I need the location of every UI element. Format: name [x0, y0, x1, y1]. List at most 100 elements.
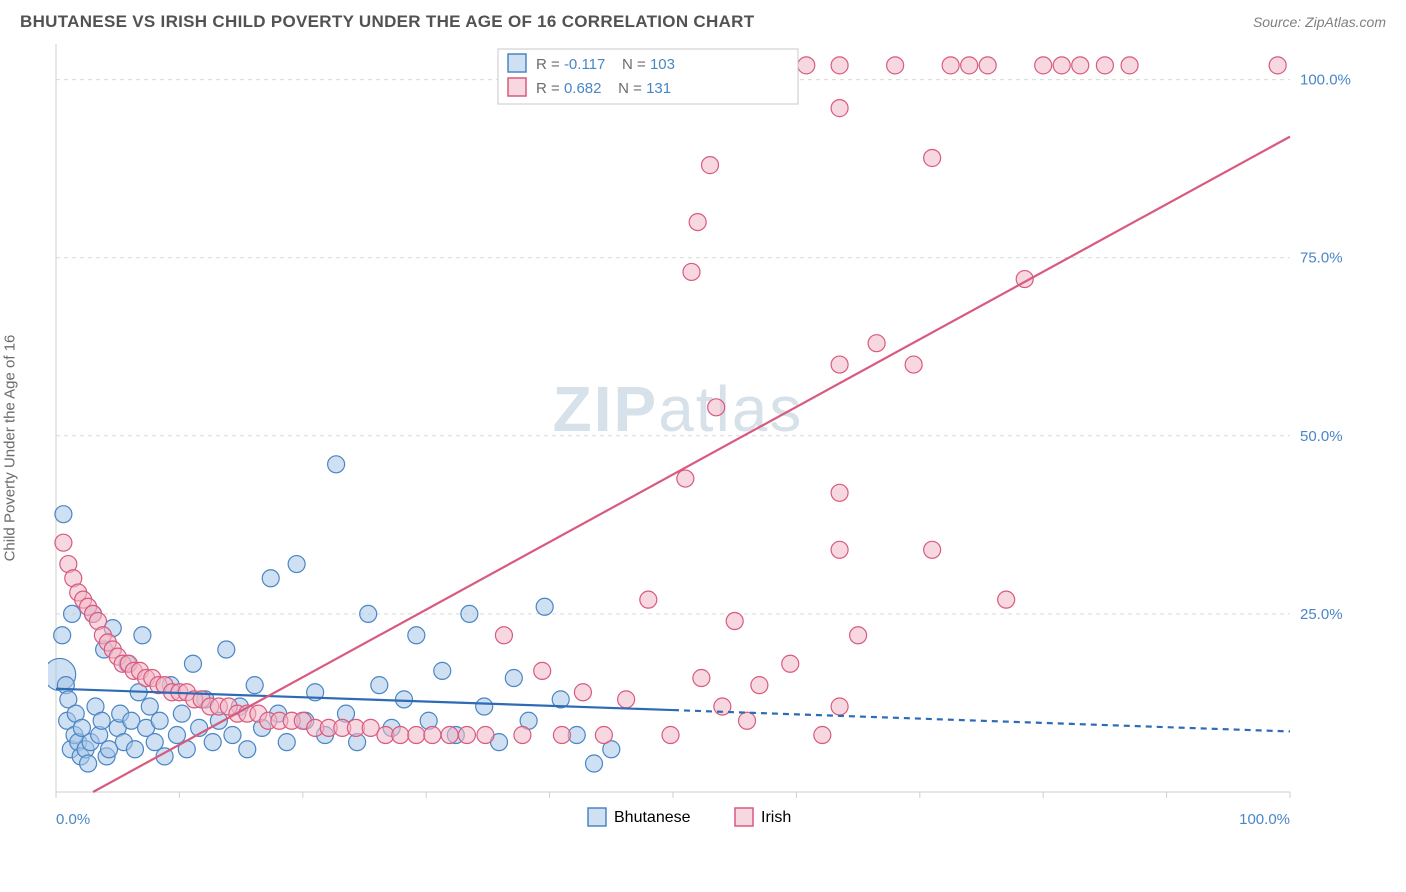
data-point [868, 335, 885, 352]
data-point [495, 627, 512, 644]
data-point [798, 57, 815, 74]
data-point [1269, 57, 1286, 74]
data-point [55, 534, 72, 551]
data-point [126, 741, 143, 758]
legend-swatch [588, 808, 606, 826]
data-point [887, 57, 904, 74]
legend-swatch [508, 78, 526, 96]
y-axis-label: Child Poverty Under the Age of 16 [2, 335, 19, 562]
data-point [831, 698, 848, 715]
data-point [574, 684, 591, 701]
data-point [850, 627, 867, 644]
data-point [683, 263, 700, 280]
data-point [476, 698, 493, 715]
trend-line [93, 137, 1290, 792]
data-point [689, 214, 706, 231]
legend-label: Irish [761, 809, 791, 826]
data-point [218, 641, 235, 658]
data-point [708, 399, 725, 416]
data-point [1096, 57, 1113, 74]
data-point [905, 356, 922, 373]
data-point [586, 755, 603, 772]
stat-row: R = 0.682 N = 131 [536, 80, 671, 97]
data-point [739, 712, 756, 729]
legend-swatch [735, 808, 753, 826]
x-tick-label: 0.0% [56, 811, 90, 828]
data-point [146, 734, 163, 751]
data-point [726, 613, 743, 630]
data-point [942, 57, 959, 74]
y-tick-label: 75.0% [1300, 250, 1343, 267]
y-tick-label: 50.0% [1300, 428, 1343, 445]
data-point [461, 605, 478, 622]
x-tick-label: 100.0% [1239, 811, 1290, 828]
data-point [371, 677, 388, 694]
data-point [93, 712, 110, 729]
scatter-plot: 25.0% 50.0% 75.0% 100.0% 0.0% 100.0% ZIPatlas R… [48, 44, 1368, 852]
data-point [979, 57, 996, 74]
data-point [961, 57, 978, 74]
data-point [434, 662, 451, 679]
data-point [408, 627, 425, 644]
data-point [278, 734, 295, 751]
data-point [328, 456, 345, 473]
data-point [80, 755, 97, 772]
data-point [392, 727, 409, 744]
chart-container: Child Poverty Under the Age of 16 25.0%5… [48, 44, 1386, 852]
data-point [831, 356, 848, 373]
data-point [55, 506, 72, 523]
data-point [924, 149, 941, 166]
legend-label: Bhutanese [614, 809, 691, 826]
data-point [151, 712, 168, 729]
data-point [618, 691, 635, 708]
data-point [677, 470, 694, 487]
data-point [831, 100, 848, 117]
data-point [831, 57, 848, 74]
data-point [998, 591, 1015, 608]
data-point [424, 727, 441, 744]
data-point [262, 570, 279, 587]
data-point [595, 727, 612, 744]
data-point [458, 727, 475, 744]
data-point [751, 677, 768, 694]
data-point [224, 727, 241, 744]
y-tick-label: 100.0% [1300, 72, 1351, 89]
trend-line-ext [673, 710, 1290, 731]
data-point [288, 556, 305, 573]
data-point [534, 662, 551, 679]
data-point [395, 691, 412, 708]
data-point [1035, 57, 1052, 74]
y-tick-label: 25.0% [1300, 606, 1343, 623]
data-point [168, 727, 185, 744]
chart-source: Source: ZipAtlas.com [1253, 14, 1386, 30]
data-point [239, 741, 256, 758]
watermark: ZIPatlas [553, 373, 804, 445]
data-point [360, 605, 377, 622]
data-point [184, 655, 201, 672]
data-point [1053, 57, 1070, 74]
data-point [1072, 57, 1089, 74]
chart-header: BHUTANESE VS IRISH CHILD POVERTY UNDER T… [0, 0, 1406, 40]
data-point [814, 727, 831, 744]
data-point [408, 727, 425, 744]
data-point [831, 541, 848, 558]
data-point [924, 541, 941, 558]
legend-swatch [508, 54, 526, 72]
data-point [477, 727, 494, 744]
stat-row: R = -0.117 N = 103 [536, 56, 675, 73]
data-point [831, 484, 848, 501]
data-point [662, 727, 679, 744]
data-point [54, 627, 71, 644]
data-point [204, 734, 221, 751]
data-point [134, 627, 151, 644]
data-point [702, 157, 719, 174]
data-point [782, 655, 799, 672]
chart-title: BHUTANESE VS IRISH CHILD POVERTY UNDER T… [20, 12, 754, 32]
data-point [141, 698, 158, 715]
data-point [693, 670, 710, 687]
data-point [514, 727, 531, 744]
data-point [246, 677, 263, 694]
data-point [505, 670, 522, 687]
data-point [553, 727, 570, 744]
data-point [441, 727, 458, 744]
